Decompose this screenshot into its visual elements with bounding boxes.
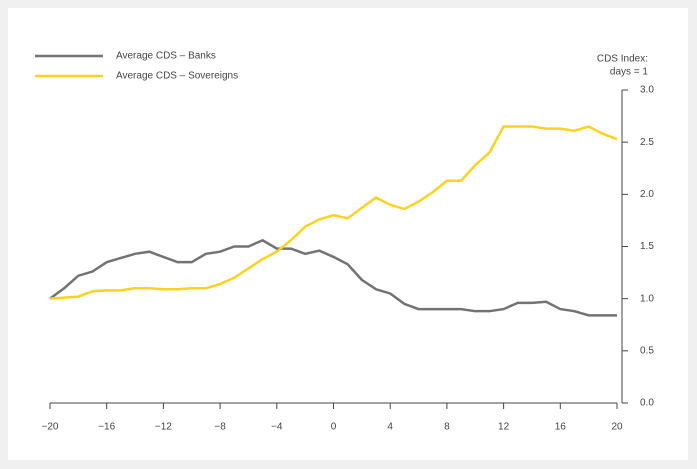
y-tick-label: 2.5 (640, 137, 654, 148)
series-line (49, 125, 618, 300)
x-tick-label: 12 (498, 422, 510, 433)
x-tick-label: 0 (331, 422, 337, 433)
x-tick-label: 16 (555, 422, 567, 433)
y-tick-label: 0.5 (640, 345, 654, 356)
x-tick-label: 4 (387, 422, 393, 433)
y-tick-label: 3.0 (640, 85, 654, 96)
x-tick-label: 8 (444, 422, 450, 433)
x-tick-label: 20 (611, 422, 623, 433)
y-tick-label: 1.0 (640, 293, 654, 304)
y-tick-label: 1.5 (640, 241, 654, 252)
legend-label: Average CDS – Banks (116, 51, 216, 62)
panel (8, 8, 688, 460)
x-tick-label: −8 (214, 422, 226, 433)
legend-label: Average CDS – Sovereigns (116, 71, 238, 82)
y-axis-label: CDS Index: (597, 54, 648, 65)
x-tick-label: −4 (271, 422, 283, 433)
y-tick-label: 2.0 (640, 189, 654, 200)
x-tick-label: −20 (42, 422, 59, 433)
y-axis-label: days = 1 (610, 67, 649, 78)
x-tick-label: −12 (155, 422, 172, 433)
x-tick-label: −16 (98, 422, 115, 433)
series-line (49, 238, 617, 317)
y-tick-label: 0.0 (640, 398, 654, 409)
